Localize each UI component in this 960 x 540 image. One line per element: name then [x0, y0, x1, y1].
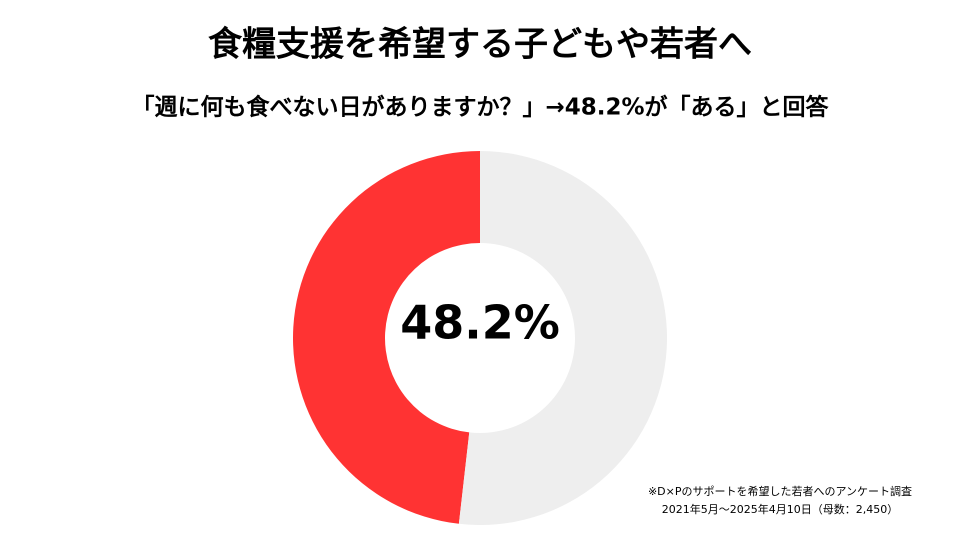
- donut: [293, 151, 668, 525]
- footnote: ※D×Pのサポートを希望した若者へのアンケート調査: [648, 484, 912, 498]
- donut-slice: [293, 151, 480, 524]
- center-label: 48.2%: [400, 296, 560, 350]
- footnote: 2021年5月〜2025年4月10日（母数：2,450）: [662, 502, 898, 516]
- donut-slice: [458, 151, 668, 525]
- chart-subtitle: 「週に何も食べない日がありますか？」→48.2%が「ある」と回答: [131, 94, 829, 121]
- chart-title: 食糧支援を希望する子どもや若者へ: [208, 25, 752, 65]
